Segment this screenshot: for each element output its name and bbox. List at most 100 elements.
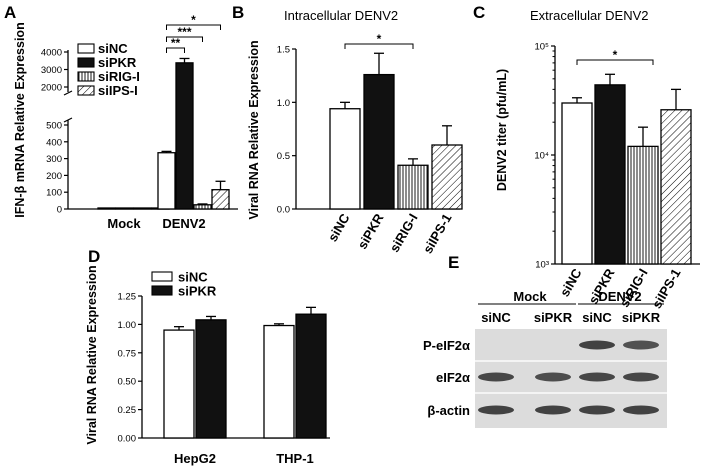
panel-d-tick-label-3: 0.75 <box>118 348 137 359</box>
panel-c-tick-label-1: 10⁴ <box>534 151 549 162</box>
blot-lane-4: siPKR <box>622 310 661 325</box>
panel-b-cat-3: siIPS-1 <box>420 211 455 256</box>
panel-c-bar-0 <box>561 102 593 265</box>
panel-b-tick-label-1: 0.5 <box>277 151 290 162</box>
panel-a-ylabel: IFN-β mRNA Relative Expression <box>13 22 27 217</box>
panel-a-bar-0-2 <box>133 207 152 210</box>
panel-d-ylabel: Viral RNA Relative Expression <box>85 265 99 444</box>
panel-c-title: Extracellular DENV2 <box>530 8 649 23</box>
panel-b-tick-label-0: 0.0 <box>277 205 290 216</box>
panel-a-sig-1-label: ** <box>171 36 181 50</box>
blot-band-1-0 <box>478 372 514 382</box>
panel-b-cat-1: siPKR <box>354 210 386 251</box>
panel-c-cat-0: siNC <box>557 265 585 299</box>
panel-a-legend-swatch-1 <box>77 57 95 68</box>
western-blot: Mock DENV2 siNC siPKR siNC siPKR P-eIF2α… <box>423 289 667 428</box>
blot-bands <box>478 340 659 415</box>
panel-d-tick-label-1: 0.25 <box>118 405 137 416</box>
panel-a-legend-swatch-0 <box>77 43 95 54</box>
panel-a-legend-label-0: siNC <box>98 41 128 56</box>
panel-b-ylabel: Viral RNA Relative Expression <box>247 40 261 219</box>
panel-a-bar-1-0 <box>157 152 176 210</box>
blot-band-2-1 <box>535 405 571 415</box>
panel-a-break-2 <box>63 90 73 96</box>
panel-d-chart: 0.00 0.25 0.50 0.75 1.00 1.25 HepG2 THP-1 siNCsi… <box>118 270 330 466</box>
panel-label-b: B <box>232 3 244 22</box>
panel-b-title: Intracellular DENV2 <box>284 8 398 23</box>
panel-d-legend-swatch-0 <box>151 271 173 282</box>
panel-a-legend-swatch-2 <box>77 71 95 82</box>
panel-a-sig-3-label: * <box>191 13 196 27</box>
panel-a-legend-swatch-3 <box>77 85 95 96</box>
panel-a-cat-1: DENV2 <box>162 216 205 231</box>
blot-row-label-beta-actin: β-actin <box>427 403 470 418</box>
panel-b-bar-3 <box>431 144 463 210</box>
panel-a-tick-label-8: 4000 <box>41 48 62 59</box>
panel-a-legend-label-3: siIPS-I <box>98 83 138 98</box>
panel-c-ylabel: DENV2 titer (pfu/mL) <box>495 69 509 191</box>
panel-b-cat-2: siRIG-I <box>387 211 421 255</box>
panel-c-bar-3 <box>660 109 692 265</box>
panel-d-legend-label-1: siPKR <box>178 284 217 299</box>
blot-band-2-0 <box>478 405 514 415</box>
panel-d-cat-0: HepG2 <box>174 451 216 466</box>
panel-d-bar-1-1 <box>295 313 327 439</box>
panel-d-bar-1-0 <box>263 324 295 439</box>
panel-b-sig-1-label: * <box>377 32 382 46</box>
panel-b-bar-0 <box>329 108 361 210</box>
panel-d-bar-0-1 <box>195 319 227 439</box>
panel-d-cat-1: THP-1 <box>276 451 314 466</box>
panel-a-legend-label-1: siPKR <box>98 55 137 70</box>
panel-c-tick-label-2: 10⁵ <box>534 42 549 53</box>
panel-d-tick-label-2: 0.50 <box>118 377 137 388</box>
panel-c-sig-1-label: * <box>613 48 618 62</box>
panel-a-bar-1-3 <box>211 189 230 210</box>
panel-a-bar-0-1 <box>115 207 134 210</box>
panel-d-legend-swatch-1 <box>151 285 173 296</box>
panel-b-bar-1 <box>363 73 395 210</box>
panel-a-tick-label-1: 100 <box>46 188 62 199</box>
panel-b-sig-1-bracket <box>344 43 414 49</box>
panel-label-d: D <box>88 247 100 266</box>
blot-band-1-3 <box>623 372 659 382</box>
panel-b-cat-0: siNC <box>325 210 353 244</box>
panel-a-cat-0: Mock <box>107 216 141 231</box>
panel-a-tick-label-7: 3000 <box>41 65 62 76</box>
blot-row-label-p-eif2a: P-eIF2α <box>423 338 470 353</box>
panel-a-bar-1-2 <box>193 204 212 210</box>
blot-lane-2: siPKR <box>534 310 573 325</box>
panel-a-tick-label-2: 200 <box>46 171 62 182</box>
panel-d-legend-label-0: siNC <box>178 270 208 285</box>
panel-d-tick-label-4: 1.00 <box>118 320 137 331</box>
panel-label-a: A <box>4 3 16 22</box>
blot-row-label-eif2a: eIF2α <box>436 370 470 385</box>
panel-b-chart: 0.0 0.5 1.0 1.5 siNC siPKR siRIG-I siIPS-1 * <box>277 32 463 256</box>
panel-a-bar-0-0 <box>97 207 116 210</box>
panel-a-sig-2-bracket <box>166 36 203 42</box>
panel-a-tick-label-4: 400 <box>46 137 62 148</box>
panel-c-bar-1 <box>594 84 626 265</box>
panel-a-sig-2-label: *** <box>177 25 191 39</box>
blot-band-1-1 <box>535 372 571 382</box>
blot-band-2-2 <box>579 405 615 415</box>
blot-group-denv2: DENV2 <box>598 289 641 304</box>
panel-a-tick-label-3: 300 <box>46 154 62 165</box>
blot-band-1-2 <box>579 372 615 382</box>
blot-lane-1: siNC <box>481 310 511 325</box>
panel-c-tick-label-0: 10³ <box>535 260 549 271</box>
blot-group-mock: Mock <box>513 289 547 304</box>
panel-c-bar-2 <box>627 145 659 265</box>
panel-a-tick-label-5: 500 <box>46 121 62 132</box>
panel-d-tick-label-5: 1.25 <box>118 292 137 303</box>
panel-a-tick-label-0: 0 <box>57 205 62 216</box>
panel-b-bar-2 <box>397 164 429 210</box>
blot-band-0-2 <box>579 340 615 350</box>
panel-a-sig-3-bracket <box>166 24 221 30</box>
panel-label-e: E <box>448 253 459 272</box>
panel-a-break-1 <box>63 117 73 123</box>
panel-a-tick-label-6: 2000 <box>41 83 62 94</box>
blot-lane-3: siNC <box>582 310 612 325</box>
panel-a-sig-1-bracket <box>166 47 185 53</box>
